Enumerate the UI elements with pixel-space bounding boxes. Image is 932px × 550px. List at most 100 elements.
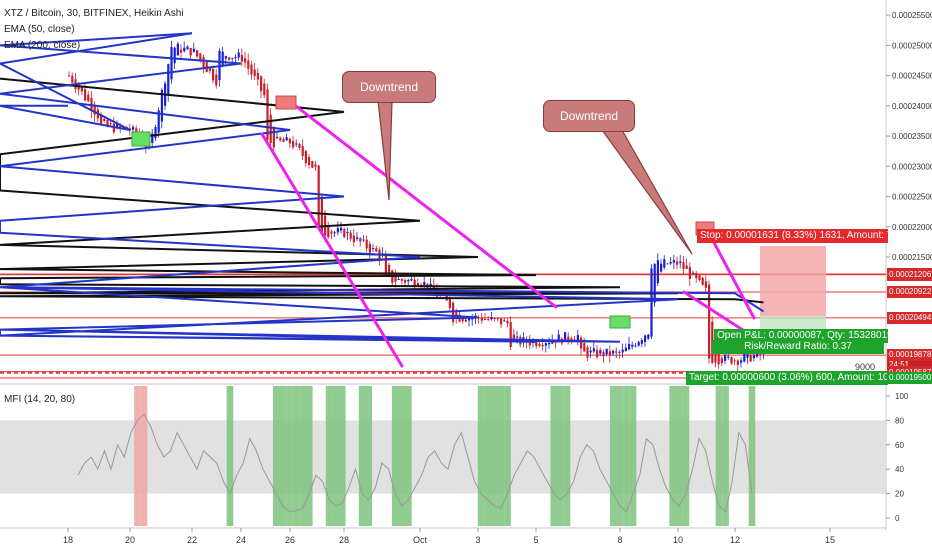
mfi-tick-label: 80	[895, 416, 904, 425]
y-tick-label: 0.00024000	[892, 102, 932, 111]
candle-body	[247, 60, 250, 69]
mfi-oversold-zone	[682, 386, 690, 526]
candle-body	[68, 75, 71, 77]
candle-body	[189, 47, 192, 56]
candle-body	[202, 56, 205, 68]
candle-body	[154, 126, 157, 139]
mfi-oversold-zone	[550, 386, 558, 526]
x-tick-label: 12	[730, 535, 740, 545]
candle-body	[106, 119, 109, 127]
candle-body	[704, 281, 707, 288]
candle-body	[157, 110, 160, 133]
candle-body	[679, 261, 682, 264]
candle-body	[647, 334, 650, 339]
candle-body	[455, 312, 458, 317]
candle-body	[269, 114, 272, 144]
candle-body	[605, 348, 608, 355]
mfi-oversold-zone	[629, 386, 637, 526]
candle-body	[167, 64, 170, 95]
candle-body	[461, 318, 464, 322]
candle-body	[724, 354, 727, 361]
candle-body	[592, 348, 595, 352]
mfi-oversold-zone	[279, 386, 287, 526]
mfi-oversold-zone	[226, 386, 234, 526]
mfi-axis: 100 80 60 40 20 0	[886, 392, 909, 523]
candle-body	[493, 318, 496, 320]
candle-body	[266, 89, 269, 140]
legend-symbol[interactable]: XTZ / Bitcoin, 30, BITFINEX, Heikin Ashi	[4, 8, 184, 19]
candle-body	[388, 264, 391, 276]
mfi-oversold-zone	[557, 386, 564, 526]
candle-body	[272, 128, 275, 148]
candle-body	[336, 228, 339, 233]
candle-body	[608, 351, 611, 356]
candle-body	[500, 318, 503, 325]
mfi-oversold-zone	[398, 386, 406, 526]
candle-body	[535, 341, 538, 347]
candle-body	[752, 355, 755, 359]
candle-body	[196, 50, 199, 57]
candle-body	[240, 55, 243, 62]
downtrend-callout-2[interactable]: Downtrend	[543, 100, 635, 132]
candle-body	[669, 261, 672, 264]
candle-body	[746, 352, 749, 358]
mfi-oversold-zone	[484, 386, 491, 526]
candle-body	[372, 247, 375, 249]
candle-body	[288, 138, 291, 144]
candle-body	[557, 334, 560, 343]
candle-body	[416, 283, 419, 287]
candle-body	[663, 259, 666, 268]
candle-body	[298, 143, 301, 148]
candle-body	[397, 278, 400, 280]
candle-body	[637, 341, 640, 346]
candle-body	[423, 282, 426, 286]
ema50-line	[0, 32, 765, 343]
price-level-tag: 0.00019500	[887, 371, 932, 384]
candle-body	[317, 165, 320, 228]
x-tick-label: 15	[825, 535, 835, 545]
x-tick-label: 20	[125, 535, 135, 545]
candle-body	[263, 83, 266, 96]
legend-ema50[interactable]: EMA (50, close)	[4, 24, 75, 35]
candle-body	[100, 113, 103, 124]
candle-body	[538, 343, 541, 346]
y-tick-label: 0.00022500	[892, 193, 932, 202]
x-tick-label: 3	[475, 535, 480, 545]
legend-mfi[interactable]: MFI (14, 20, 80)	[4, 394, 76, 405]
candle-body	[624, 347, 627, 352]
mfi-oversold-zone	[332, 386, 340, 526]
candle-body	[212, 68, 215, 81]
candle-body	[567, 336, 570, 341]
candle-body	[276, 137, 279, 139]
candle-body	[180, 49, 183, 53]
mfi-oversold-zone	[748, 386, 756, 526]
sell-marker-1	[275, 95, 297, 110]
legend-ema200[interactable]: EMA (200, close)	[4, 40, 81, 51]
candle-body	[484, 319, 487, 321]
candle-body	[599, 350, 602, 354]
stop-label: Stop: 0.00001631 (8.33%) 1631, Amount: 7…	[697, 229, 888, 243]
y-tick-label: 0.00024500	[892, 72, 932, 81]
mfi-highlights	[134, 386, 756, 526]
x-axis: 18 20 22 24 26 28 Oct 3 5 8 10 12 15	[63, 528, 835, 545]
candle-body	[496, 318, 499, 320]
mfi-oversold-zone	[623, 386, 630, 526]
candle-body	[176, 43, 179, 56]
y-tick-label: 0.00025000	[892, 41, 932, 50]
candle-body	[292, 141, 295, 148]
mfi-oversold-zone	[669, 386, 677, 526]
mfi-line	[77, 413, 753, 513]
candle-body	[448, 297, 451, 308]
mfi-oversold-zone	[299, 386, 306, 526]
downtrend-callout-1[interactable]: Downtrend	[342, 71, 436, 103]
mfi-oversold-zone	[286, 386, 293, 526]
mfi-tick-label: 20	[895, 490, 904, 499]
candle-body	[733, 360, 736, 362]
candle-body	[480, 317, 483, 321]
candle-body	[116, 123, 119, 128]
candle-body	[359, 238, 362, 242]
candle-body	[612, 350, 615, 354]
candle-body	[330, 231, 333, 234]
price-level-tag: 0.00020494	[887, 311, 932, 324]
